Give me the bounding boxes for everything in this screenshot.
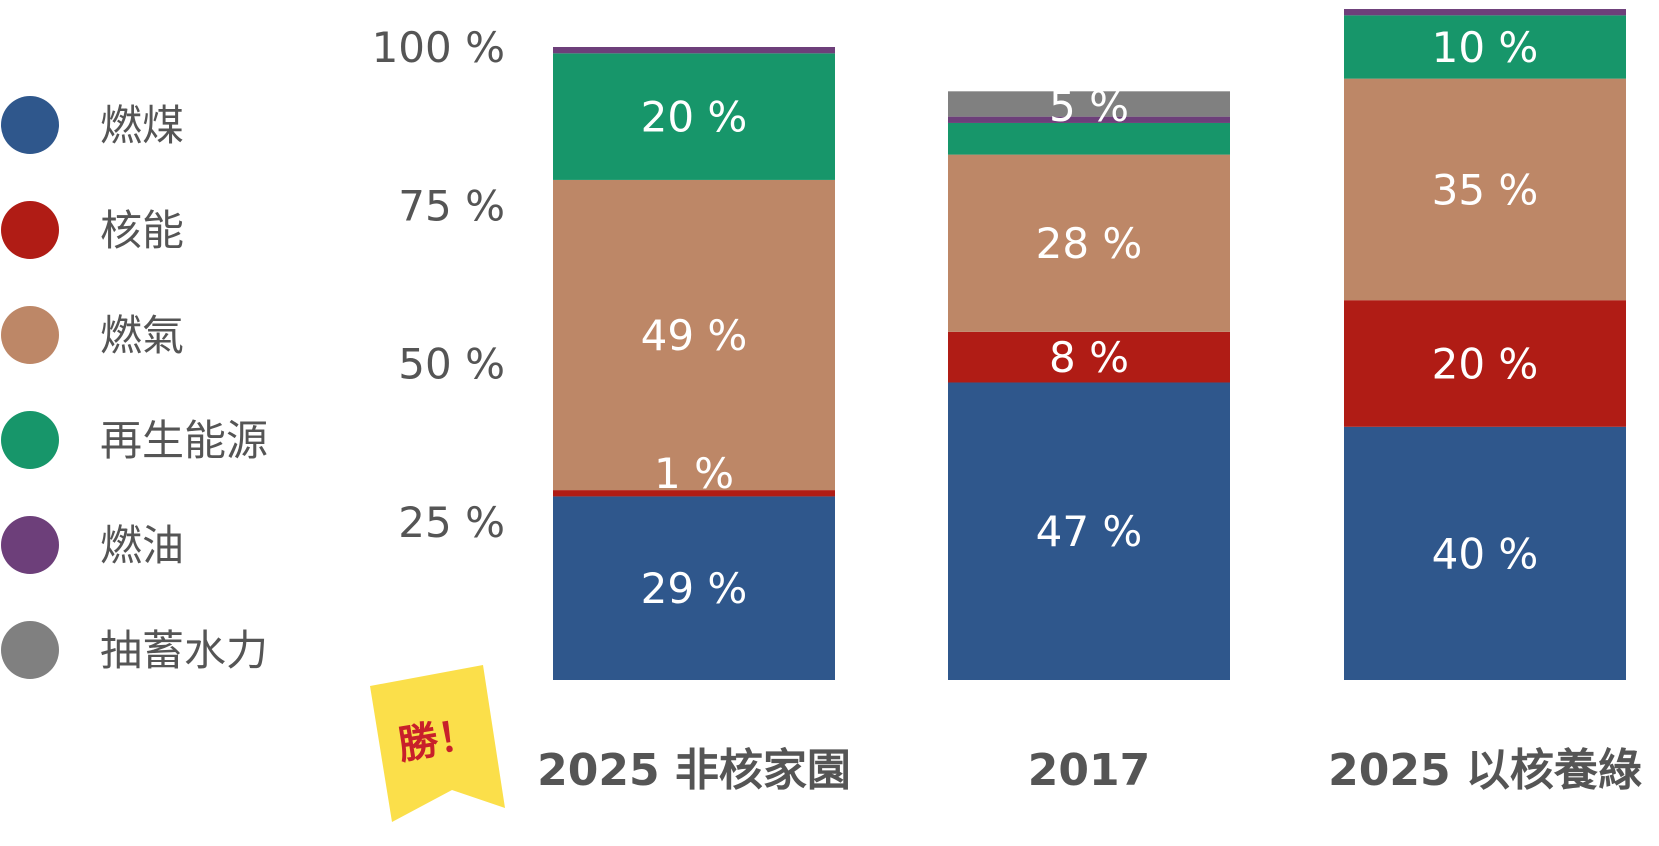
bar-segment <box>1344 426 1626 680</box>
bar-segment <box>1344 15 1626 79</box>
data-label: 5 % <box>1049 82 1129 131</box>
bar-segment <box>948 122 1230 155</box>
y-tick-label: 100 % <box>372 23 505 72</box>
data-label: 10 % <box>1432 23 1539 72</box>
legend-swatch <box>1 516 59 574</box>
legend-label: 抽蓄水力 <box>100 626 268 675</box>
segment-labels: 29 % 1 % 49 % 20 % 47 % 8 % 28 % 5 % 40 % 20 % 35 … <box>641 23 1539 613</box>
data-label: 1 % <box>654 449 734 498</box>
data-label: 49 % <box>641 311 748 360</box>
category-label: 2017 <box>1028 745 1150 796</box>
category-label: 2025 以核養綠 <box>1328 745 1642 796</box>
data-label: 47 % <box>1036 507 1143 556</box>
y-tick-label: 50 % <box>398 340 505 389</box>
data-label: 28 % <box>1036 219 1143 268</box>
bar-segment <box>948 382 1230 680</box>
data-label: 40 % <box>1432 529 1539 578</box>
bar-segment <box>553 179 835 491</box>
data-label: 35 % <box>1432 165 1539 214</box>
bar-segment <box>553 496 835 680</box>
data-label: 29 % <box>641 564 748 613</box>
bar-segment <box>553 47 835 54</box>
bar-segment <box>948 91 1230 117</box>
legend-swatch <box>1 201 59 259</box>
legend-label: 核能 <box>100 206 184 255</box>
legend-label: 燃煤 <box>100 101 184 150</box>
legend-label: 燃氣 <box>100 311 184 360</box>
legend-swatch <box>1 411 59 469</box>
bar-segment <box>948 116 1230 123</box>
bar-segment <box>1344 9 1626 16</box>
y-tick-label: 75 % <box>398 181 505 230</box>
bar-segment <box>1344 300 1626 427</box>
legend-label: 燃油 <box>100 521 184 570</box>
category-label: 2025 非核家園 <box>537 745 851 796</box>
legend-swatch <box>1 96 59 154</box>
legend-swatch <box>1 621 59 679</box>
bar-segment <box>948 331 1230 383</box>
data-label: 8 % <box>1049 333 1129 382</box>
win-badge: 勝！ <box>370 665 505 822</box>
bar-segment <box>948 154 1230 332</box>
bar-segment <box>1344 78 1626 301</box>
badge-ribbon <box>370 665 505 822</box>
legend-label: 再生能源 <box>100 416 268 465</box>
data-label: 20 % <box>641 93 748 142</box>
legend-swatch <box>1 306 59 364</box>
bars <box>553 9 1626 680</box>
bar-segment <box>553 490 835 497</box>
y-tick-label: 25 % <box>398 498 505 547</box>
category-labels: 2025 非核家園 2017 2025 以核養綠 <box>537 745 1642 796</box>
data-label: 20 % <box>1432 340 1539 389</box>
bar-segment <box>553 53 835 180</box>
y-axis: 25 % 50 % 75 % 100 % <box>372 23 505 547</box>
